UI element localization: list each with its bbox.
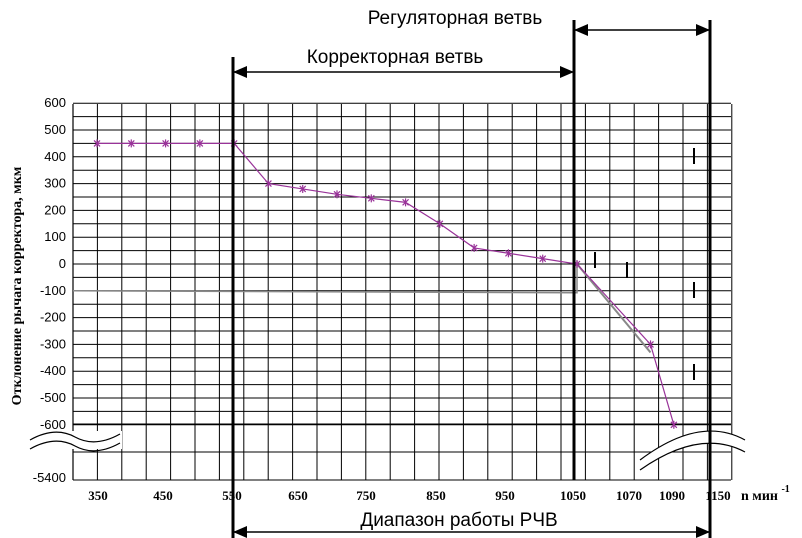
y-tick-label: 300 <box>44 176 66 191</box>
data-point <box>670 420 678 429</box>
y-tick-label: -100 <box>40 283 66 298</box>
axis-break-band-left <box>30 431 122 449</box>
x-tick-labels: 3504505506507508509501050107010901150 <box>88 488 730 503</box>
rchv-range-label: Диапазон работы РЧВ <box>360 510 557 531</box>
baseline <box>72 260 652 354</box>
y-tick-label: 0 <box>59 256 66 271</box>
x-tick-label: 350 <box>88 488 108 503</box>
x-tick-label: 1150 <box>705 488 730 503</box>
regulator-arrow-head-left <box>574 24 588 36</box>
y-tick-label: -5400 <box>33 470 66 485</box>
axis-break-curve <box>29 431 121 443</box>
y-tick-label: 500 <box>44 122 66 137</box>
y-tick-labels: 600 500 400 300 200 100 0 -100 -200 -300 -400 -500 -… <box>33 95 66 485</box>
data-point <box>402 198 409 207</box>
y-tick-label: -600 <box>40 417 66 432</box>
regulator-arrow-head-right <box>696 24 710 36</box>
x-unit-sup: -1 <box>781 484 789 495</box>
x-tick-label: 850 <box>426 488 446 503</box>
data-point <box>333 190 341 199</box>
y-tick-label: 100 <box>44 229 66 244</box>
data-point <box>93 139 101 148</box>
y-tick-label: -200 <box>40 310 66 325</box>
x-axis-unit: n мин -1 <box>741 484 790 504</box>
axis-break-curve <box>29 440 121 452</box>
data-point <box>470 243 478 252</box>
rchv-arrow-head-left <box>233 526 247 538</box>
data-point <box>196 139 204 148</box>
data-point <box>265 179 272 188</box>
range-markers <box>231 20 712 538</box>
axis-breaks <box>29 430 746 471</box>
x-tick-label: 650 <box>288 488 308 503</box>
rchv-arrow-head-right <box>696 526 710 538</box>
series-line <box>97 142 675 425</box>
x-tick-label: 1090 <box>659 488 685 503</box>
data-point <box>436 219 444 228</box>
data-point <box>505 249 512 258</box>
y-tick-label: -400 <box>40 363 66 378</box>
grid <box>72 102 733 481</box>
y-tick-label: 400 <box>44 149 66 164</box>
corrector-branch-label: Корректорная ветвь <box>307 47 484 68</box>
x-tick-label: 950 <box>495 488 515 503</box>
data-series <box>93 139 678 429</box>
data-point <box>367 194 375 203</box>
y-tick-label: -300 <box>40 336 66 351</box>
y-tick-label: -500 <box>40 390 66 405</box>
data-point <box>162 139 169 148</box>
y-tick-label: 200 <box>44 202 66 217</box>
data-point <box>299 184 307 193</box>
axis-break-band-right <box>640 431 745 470</box>
corrector-arrow-head-right <box>560 66 574 78</box>
y-axis-label: Отклонение рычага корректора, мкм <box>10 166 25 405</box>
x-unit-text: n мин <box>741 489 778 504</box>
data-point <box>647 340 654 349</box>
axis-break-curve <box>639 430 746 461</box>
y-tick-label: 600 <box>44 95 66 110</box>
regulator-branch-label: Регуляторная ветвь <box>368 8 543 29</box>
data-point <box>127 139 135 148</box>
corrector-arrow-head-left <box>233 66 247 78</box>
x-tick-label: 1050 <box>560 488 586 503</box>
baseline-line <box>72 260 578 294</box>
x-tick-label: 1070 <box>616 488 642 503</box>
baseline-descent <box>576 263 652 354</box>
x-tick-label: 750 <box>356 488 376 503</box>
data-point <box>539 254 547 263</box>
axis-break-curve <box>639 442 746 471</box>
x-tick-label: 450 <box>153 488 173 503</box>
